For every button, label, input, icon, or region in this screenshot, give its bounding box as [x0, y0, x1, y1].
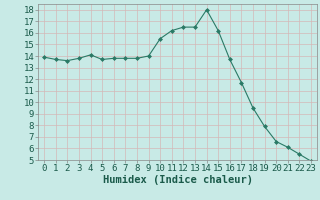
X-axis label: Humidex (Indice chaleur): Humidex (Indice chaleur): [103, 175, 252, 185]
